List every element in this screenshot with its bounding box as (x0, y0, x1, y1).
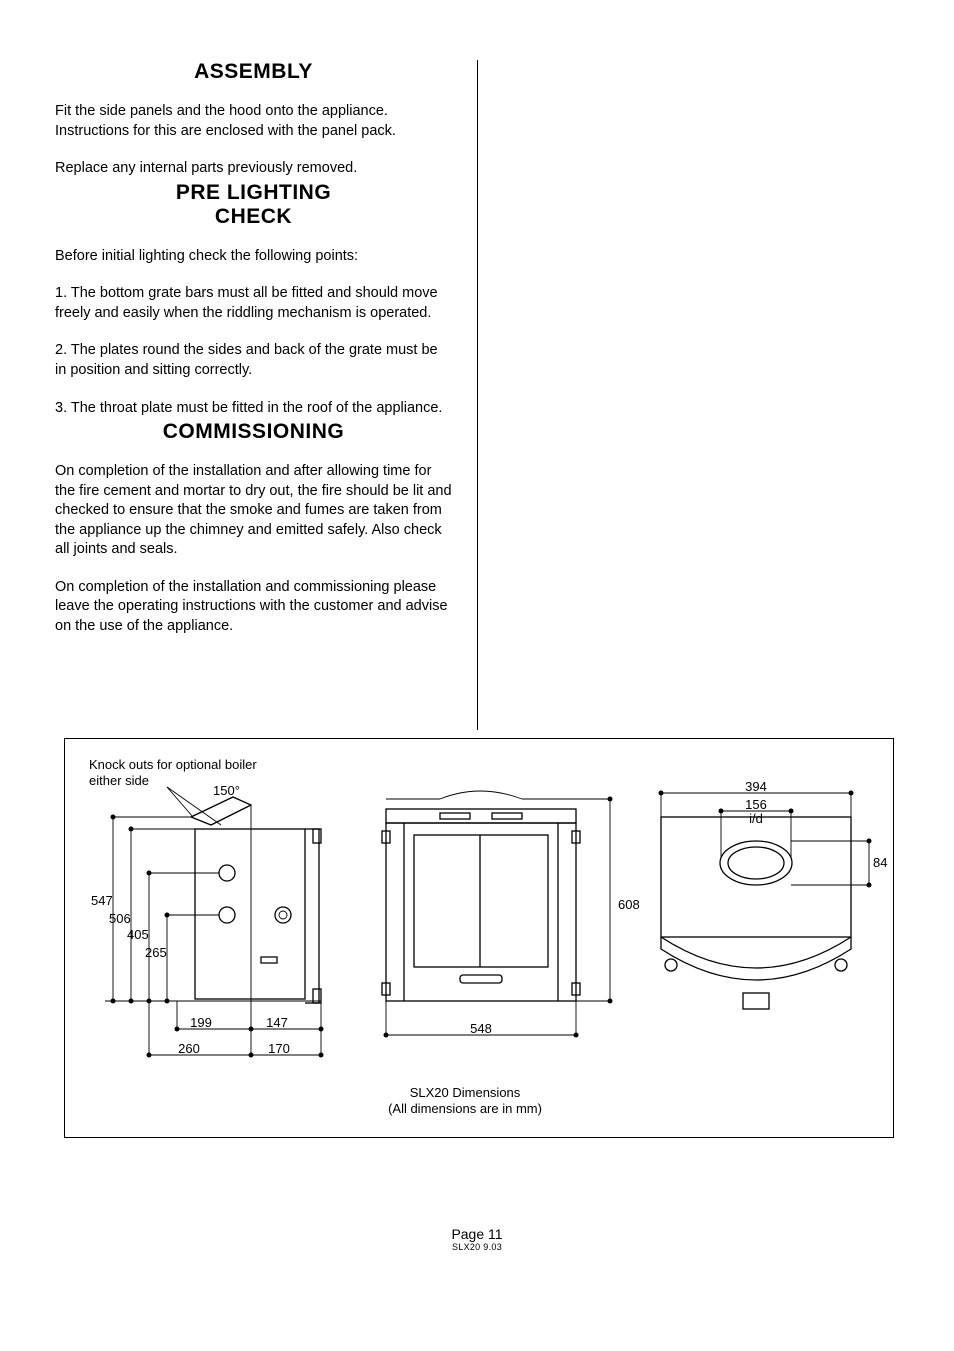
dim-506: 506 (109, 911, 131, 926)
dim-405: 405 (127, 927, 149, 942)
dim-548: 548 (470, 1021, 492, 1036)
left-column: ASSEMBLY Fit the side panels and the hoo… (55, 60, 477, 730)
doc-id: SLX20 9.03 (0, 1242, 954, 1252)
assembly-heading: ASSEMBLY (55, 60, 452, 84)
dim-265: 265 (145, 945, 167, 960)
assembly-p2: Replace any internal parts previously re… (55, 159, 452, 179)
knockout-label-2: either side (89, 773, 149, 788)
page-footer: Page 11 SLX20 9.03 (0, 1226, 954, 1252)
diagram-caption-2: (All dimensions are in mm) (388, 1101, 542, 1116)
dim-260: 260 (178, 1041, 200, 1056)
right-column (477, 60, 899, 730)
dim-199: 199 (190, 1015, 212, 1030)
knockout-label-1: Knock outs for optional boiler (89, 757, 257, 772)
prelighting-pt2: 2. The plates round the sides and back o… (55, 341, 452, 380)
commissioning-heading: COMMISSIONING (55, 420, 452, 444)
dim-84: 84 (873, 855, 887, 870)
prelighting-pt1: 1. The bottom grate bars must all be fit… (55, 284, 452, 323)
dim-156: 156 (745, 797, 767, 812)
page-number: Page 11 (0, 1226, 954, 1242)
dim-id: i/d (749, 811, 763, 826)
dim-170: 170 (268, 1041, 290, 1056)
commissioning-p1: On completion of the installation and af… (55, 462, 452, 560)
diagram-caption-1: SLX20 Dimensions (410, 1085, 521, 1100)
dim-547: 547 (91, 893, 113, 908)
prelighting-heading: PRE LIGHTING CHECK (55, 181, 452, 229)
commissioning-p2: On completion of the installation and co… (55, 578, 452, 637)
prelighting-intro: Before initial lighting check the follow… (55, 247, 452, 267)
dim-608: 608 (618, 897, 640, 912)
prelighting-pt3: 3. The throat plate must be fitted in th… (55, 399, 452, 419)
dim-394: 394 (745, 779, 767, 794)
dim-147: 147 (266, 1015, 288, 1030)
dimensions-diagram: .ln { stroke:#000; stroke-width:1.3; fil… (64, 738, 894, 1138)
angle-label: 150° (213, 783, 240, 798)
assembly-p1: Fit the side panels and the hood onto th… (55, 102, 452, 141)
